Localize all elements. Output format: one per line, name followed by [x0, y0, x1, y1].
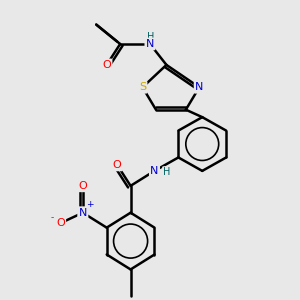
Text: H: H — [163, 167, 171, 177]
Text: S: S — [139, 82, 146, 92]
Text: N: N — [195, 82, 203, 92]
Text: -: - — [50, 213, 54, 222]
Text: O: O — [113, 160, 122, 170]
Text: O: O — [102, 60, 111, 70]
Text: +: + — [86, 200, 94, 209]
Text: N: N — [79, 208, 87, 218]
Text: O: O — [56, 218, 65, 228]
Text: N: N — [146, 39, 154, 49]
Text: H: H — [147, 32, 154, 42]
Text: O: O — [78, 181, 87, 191]
Text: N: N — [150, 166, 159, 176]
